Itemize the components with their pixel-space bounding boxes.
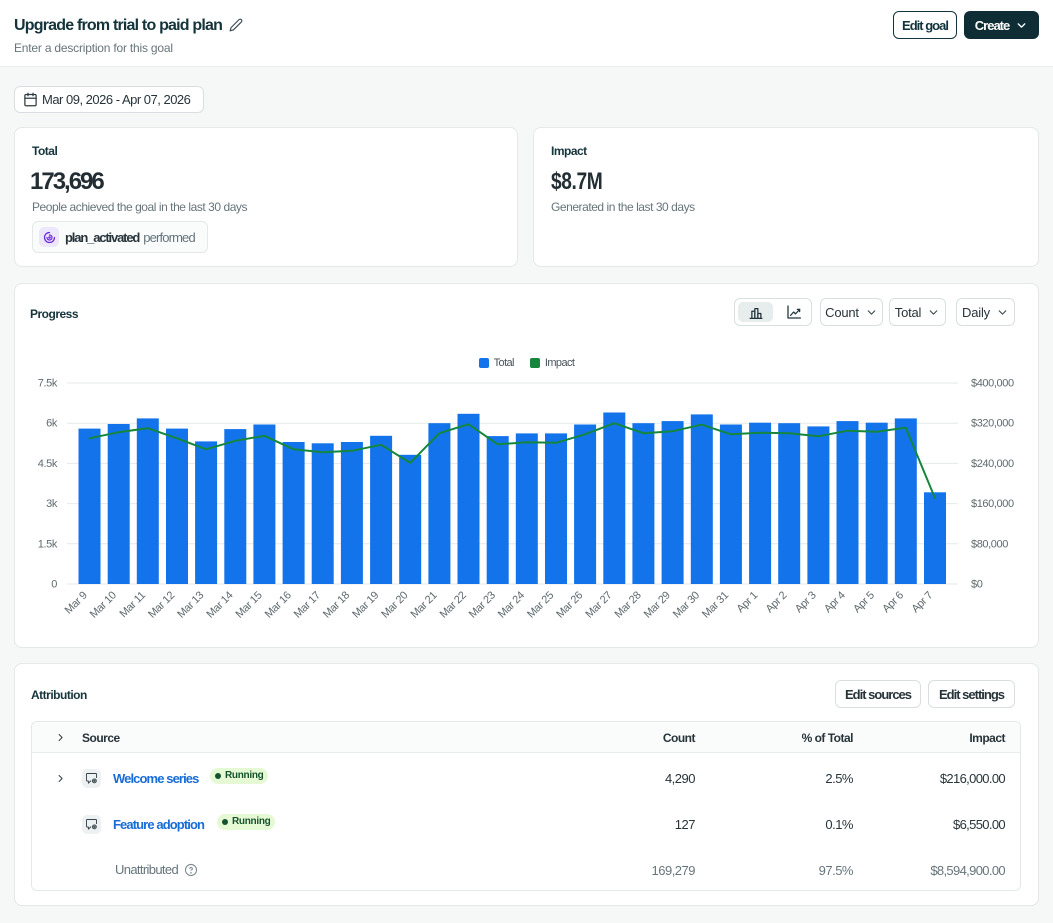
svg-text:Mar 31: Mar 31 [700, 589, 731, 620]
svg-text:Apr 2: Apr 2 [764, 589, 790, 615]
svg-text:Apr 3: Apr 3 [793, 589, 819, 615]
svg-text:Apr 5: Apr 5 [851, 589, 877, 615]
svg-text:Mar 17: Mar 17 [292, 589, 323, 620]
svg-text:Mar 11: Mar 11 [117, 589, 148, 620]
svg-text:Apr 4: Apr 4 [822, 589, 848, 615]
svg-text:4.5k: 4.5k [38, 458, 58, 470]
svg-text:Mar 21: Mar 21 [409, 589, 440, 620]
svg-text:0: 0 [51, 579, 57, 591]
svg-text:$320,000: $320,000 [971, 418, 1014, 430]
svg-text:$0: $0 [971, 579, 983, 591]
svg-text:6k: 6k [46, 418, 58, 430]
svg-text:Mar 27: Mar 27 [583, 589, 614, 620]
svg-text:Mar 30: Mar 30 [671, 589, 702, 620]
svg-text:Mar 23: Mar 23 [467, 589, 498, 620]
svg-text:Mar 22: Mar 22 [438, 589, 469, 620]
svg-text:Apr 7: Apr 7 [909, 589, 935, 615]
svg-text:Mar 13: Mar 13 [175, 589, 206, 620]
svg-text:$400,000: $400,000 [971, 378, 1014, 390]
svg-text:$80,000: $80,000 [971, 538, 1008, 550]
svg-text:Mar 19: Mar 19 [350, 589, 381, 620]
svg-text:Mar 28: Mar 28 [613, 589, 644, 620]
svg-text:Mar 14: Mar 14 [204, 589, 235, 620]
svg-text:3k: 3k [46, 498, 58, 510]
svg-text:$160,000: $160,000 [971, 498, 1014, 510]
svg-text:Mar 16: Mar 16 [263, 589, 294, 620]
svg-text:1.5k: 1.5k [38, 538, 58, 550]
svg-text:Mar 29: Mar 29 [642, 589, 673, 620]
svg-text:Mar 18: Mar 18 [321, 589, 352, 620]
svg-text:$240,000: $240,000 [971, 458, 1014, 470]
svg-text:Mar 10: Mar 10 [88, 589, 119, 620]
svg-text:Mar 15: Mar 15 [234, 589, 265, 620]
svg-text:7.5k: 7.5k [38, 378, 58, 390]
svg-text:Mar 26: Mar 26 [554, 589, 585, 620]
svg-text:Apr 1: Apr 1 [735, 589, 761, 615]
svg-text:Mar 20: Mar 20 [379, 589, 410, 620]
svg-text:Mar 24: Mar 24 [496, 589, 527, 620]
svg-text:Apr 6: Apr 6 [880, 589, 906, 615]
svg-text:Mar 9: Mar 9 [63, 589, 90, 616]
svg-text:Mar 12: Mar 12 [146, 589, 177, 620]
svg-text:Mar 25: Mar 25 [525, 589, 556, 620]
